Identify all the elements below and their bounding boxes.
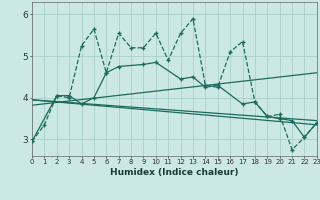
X-axis label: Humidex (Indice chaleur): Humidex (Indice chaleur) bbox=[110, 168, 239, 177]
